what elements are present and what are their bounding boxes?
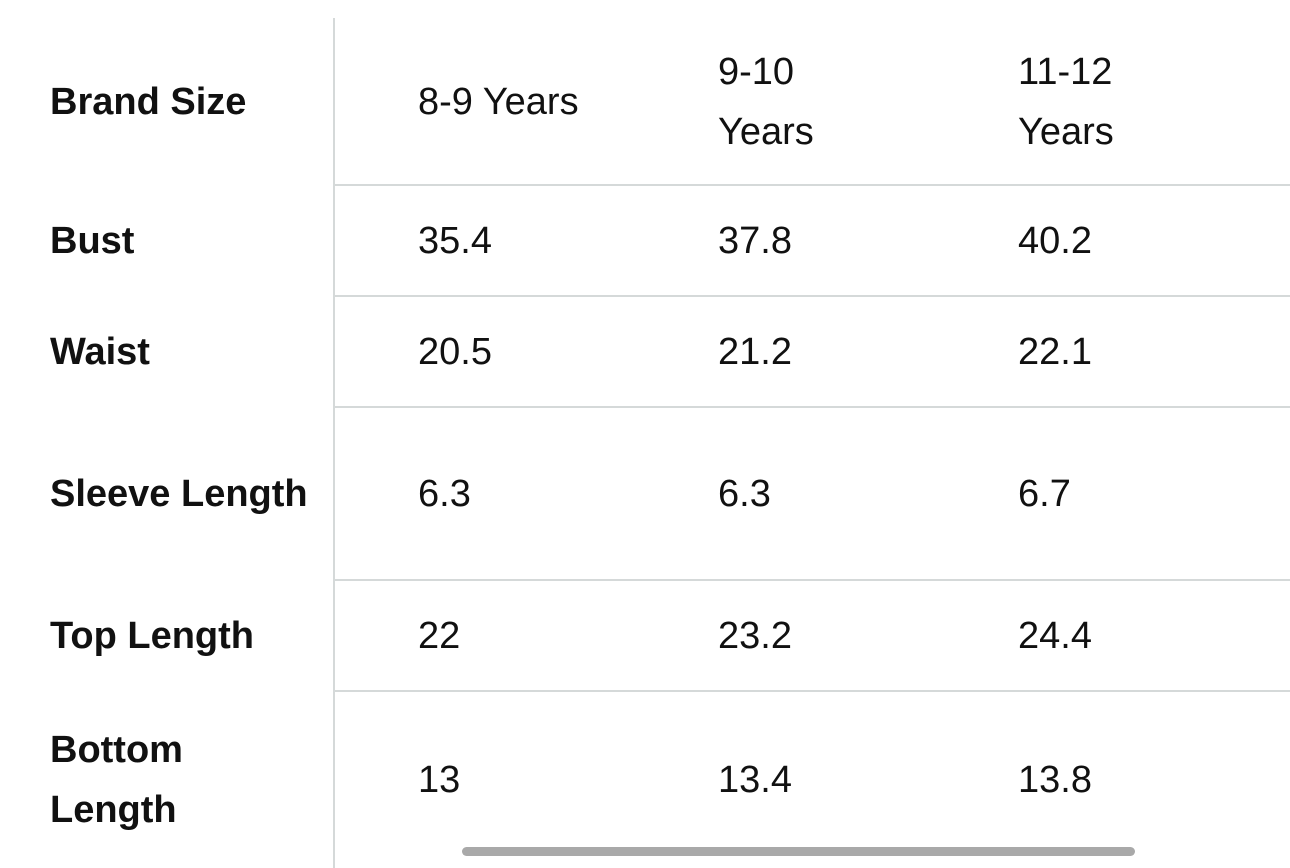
value-cell: 20.5 [418, 330, 492, 373]
row-divider [335, 690, 1290, 692]
value-cell: 22 [418, 614, 461, 657]
value-cell: 37.8 [718, 219, 792, 262]
value-cell: 13 [418, 758, 461, 801]
value-cell: 23.2 [718, 614, 792, 657]
value-cell: 35.4 [418, 219, 492, 262]
value-cell: 24.4 [1018, 614, 1092, 657]
value-cell: 40.2 [1018, 219, 1092, 262]
header-cell: 9-10 Years [718, 50, 814, 153]
value-cell: 21.2 [718, 330, 792, 373]
value-cell: 6.7 [1018, 472, 1071, 515]
row-label: Top Length [50, 614, 255, 657]
value-cell: 13.8 [1018, 758, 1092, 801]
header-label: Brand Size [50, 80, 247, 123]
value-cell: 22.1 [1018, 330, 1092, 373]
value-cell: 13.4 [718, 758, 792, 801]
row-divider [335, 295, 1290, 297]
row-divider [335, 184, 1290, 186]
row-label: Sleeve Length [50, 472, 308, 515]
value-cell: 6.3 [718, 472, 771, 515]
header-cell: 11-12 Years [1018, 50, 1114, 153]
row-label: Bottom Length [50, 728, 183, 831]
column-divider [333, 18, 335, 868]
horizontal-scrollbar[interactable] [462, 847, 1135, 856]
row-divider [335, 579, 1290, 581]
row-label: Bust [50, 219, 135, 262]
row-divider [335, 406, 1290, 408]
header-cell: 8-9 Years [418, 80, 579, 123]
row-label: Waist [50, 330, 150, 373]
value-cell: 6.3 [418, 472, 471, 515]
